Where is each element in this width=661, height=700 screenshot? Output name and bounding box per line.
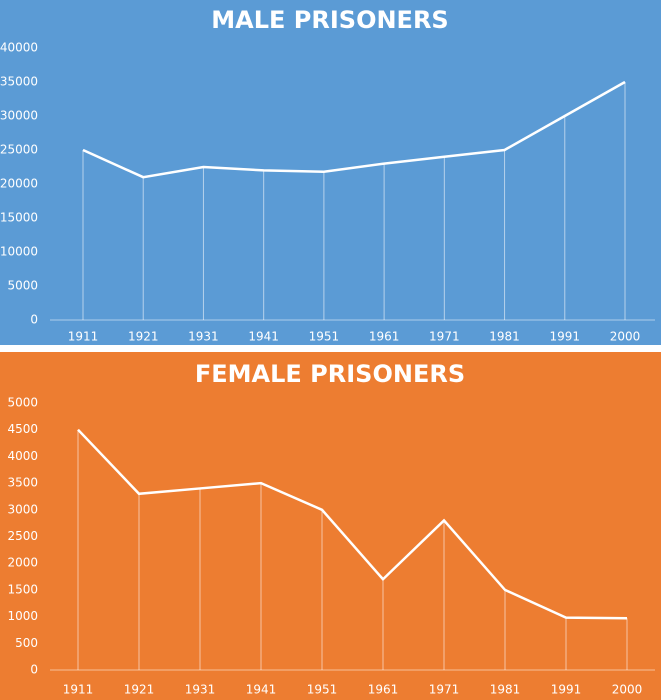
y-tick-label: 4000	[7, 449, 38, 463]
x-tick-label: 1911	[63, 683, 94, 697]
x-tick-label: 1981	[490, 683, 521, 697]
x-tick-label: 1941	[246, 683, 277, 697]
y-tick-label: 15000	[0, 211, 38, 225]
y-tick-label: 500	[15, 636, 38, 650]
x-tick-label: 1931	[188, 330, 219, 344]
y-tick-label: 1500	[7, 582, 38, 596]
y-tick-label: 40000	[0, 41, 38, 55]
y-tick-label: 3500	[7, 476, 38, 490]
y-tick-label: 2000	[7, 556, 38, 570]
x-tick-label: 2000	[610, 330, 641, 344]
x-tick-label: 1931	[185, 683, 216, 697]
chart-title: MALE PRISONERS	[211, 6, 448, 34]
y-tick-label: 0	[30, 313, 38, 327]
x-tick-label: 1941	[248, 330, 279, 344]
x-tick-label: 1951	[309, 330, 340, 344]
y-tick-label: 3000	[7, 502, 38, 516]
x-tick-label: 1961	[368, 683, 399, 697]
x-tick-label: 1971	[429, 330, 460, 344]
x-tick-label: 1911	[68, 330, 99, 344]
y-tick-label: 5000	[7, 279, 38, 293]
panel-background	[0, 0, 661, 345]
x-tick-label: 1971	[429, 683, 460, 697]
x-tick-label: 1921	[128, 330, 159, 344]
x-tick-label: 2000	[612, 683, 643, 697]
y-tick-label: 35000	[0, 75, 38, 89]
y-tick-label: 1000	[7, 609, 38, 623]
y-tick-label: 25000	[0, 143, 38, 157]
line-series	[77, 428, 628, 620]
y-tick-label: 0	[30, 663, 38, 677]
y-tick-label: 2500	[7, 529, 38, 543]
x-tick-label: 1951	[307, 683, 338, 697]
x-tick-label: 1991	[551, 683, 582, 697]
panel-background	[0, 352, 661, 700]
x-tick-label: 1961	[369, 330, 400, 344]
line-series	[82, 80, 626, 179]
x-tick-label: 1991	[550, 330, 581, 344]
x-tick-label: 1921	[124, 683, 155, 697]
x-tick-label: 1981	[489, 330, 520, 344]
y-tick-label: 5000	[7, 396, 38, 410]
y-tick-label: 4500	[7, 422, 38, 436]
chart-title: FEMALE PRISONERS	[195, 360, 465, 388]
y-tick-label: 30000	[0, 109, 38, 123]
y-tick-label: 10000	[0, 245, 38, 259]
y-tick-label: 20000	[0, 177, 38, 191]
